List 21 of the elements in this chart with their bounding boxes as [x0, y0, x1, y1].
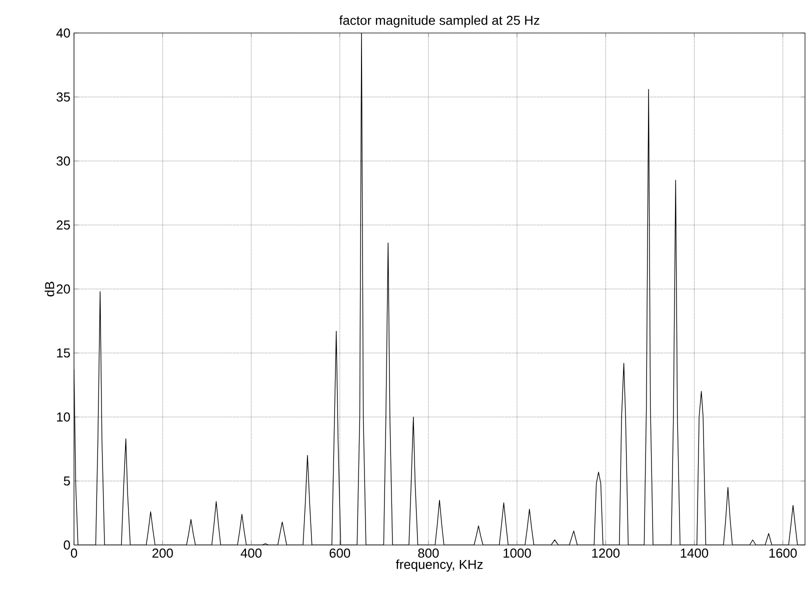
x-tick-label: 400	[240, 548, 262, 558]
y-tick-label: 20	[56, 284, 70, 294]
x-tick-label: 1400	[680, 548, 708, 558]
y-tick-label: 40	[56, 28, 70, 38]
x-tick-label: 800	[418, 548, 439, 558]
x-tick-label: 1200	[592, 548, 620, 558]
x-tick-label: 200	[152, 548, 173, 558]
x-tick-label: 0	[70, 548, 78, 558]
y-tick-label: 15	[57, 348, 70, 358]
y-tick-label: 10	[57, 412, 70, 422]
y-tick-label: 25	[56, 220, 70, 230]
x-tick-label: 600	[330, 548, 350, 558]
x-tick-label: 1600	[769, 548, 797, 558]
y-tick-label: 5	[64, 476, 70, 486]
y-tick-label: 30	[56, 156, 70, 166]
y-axis-title: dB	[44, 282, 54, 296]
y-tick-label: 35	[56, 92, 70, 102]
y-tick-label: 0	[64, 540, 70, 550]
x-tick-label: 1000	[504, 548, 531, 558]
chart-title: factor magnitude sampled at 25 Hz	[339, 15, 540, 28]
x-axis-title: frequency, KHz	[396, 560, 483, 572]
